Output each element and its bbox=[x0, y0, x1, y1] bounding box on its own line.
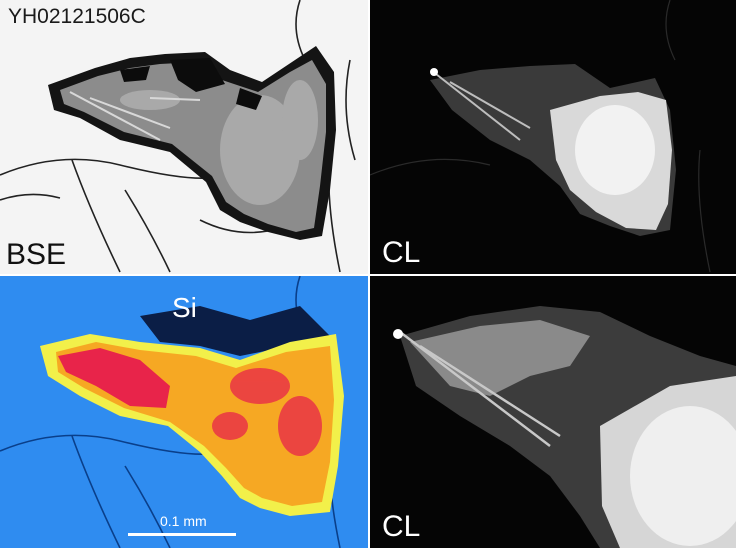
bse-panel: YH02121506C BSE bbox=[0, 0, 368, 274]
cl-zoom-mid bbox=[410, 320, 590, 396]
cl-bottom-label: CL bbox=[382, 510, 421, 543]
cl-bottom-image bbox=[393, 306, 736, 548]
cl-zoom-core bbox=[630, 406, 736, 546]
si-void bbox=[140, 306, 330, 356]
cl-top-label: CL bbox=[382, 236, 421, 269]
si-map-image bbox=[0, 276, 344, 548]
bse-label: BSE bbox=[6, 238, 67, 271]
cl-top-image bbox=[370, 0, 711, 273]
grain-texture bbox=[120, 80, 318, 205]
grain-needles bbox=[69, 91, 201, 141]
si-label: Si bbox=[172, 292, 197, 323]
grain-voids bbox=[120, 58, 262, 110]
sample-id: YH02121506C bbox=[8, 5, 146, 28]
si-map-panel: Si 0.1 mm bbox=[0, 276, 368, 548]
cl-zoom-spot bbox=[393, 329, 403, 339]
si-high-patches bbox=[212, 368, 322, 456]
crack-lines bbox=[370, 0, 711, 273]
cl-top-panel: CL bbox=[370, 0, 736, 274]
cl-bright-core bbox=[575, 105, 655, 195]
cl-needles bbox=[435, 73, 531, 141]
bse-image bbox=[0, 0, 356, 273]
scale-bar bbox=[128, 533, 236, 536]
cl-bottom-panel: CL bbox=[370, 276, 736, 548]
cl-zoom-needles bbox=[399, 331, 561, 447]
scale-label: 0.1 mm bbox=[160, 513, 207, 529]
cl-bright-spot bbox=[430, 68, 438, 76]
si-high-zone bbox=[58, 348, 170, 408]
